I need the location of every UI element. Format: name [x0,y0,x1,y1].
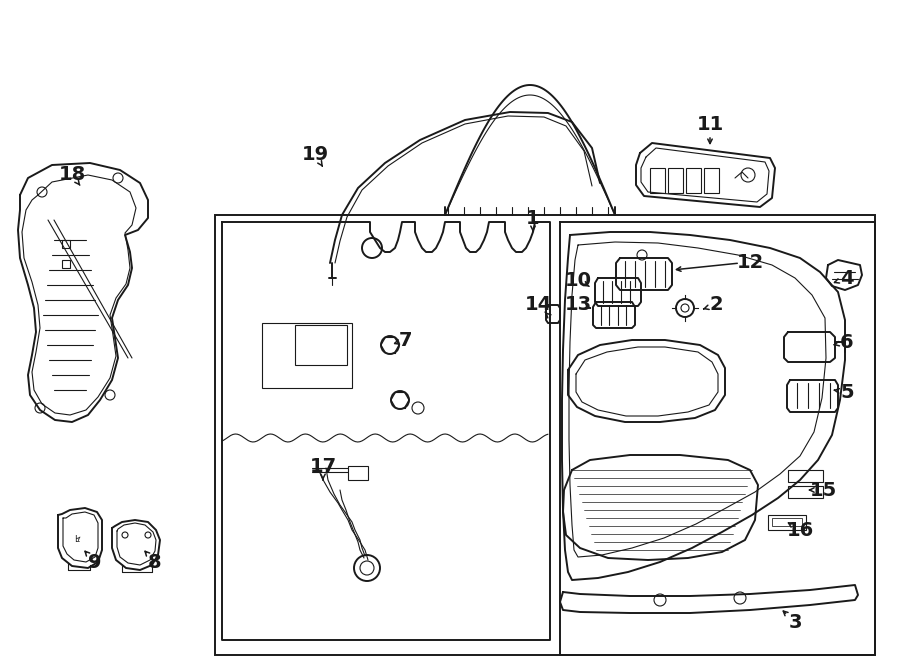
Text: 19: 19 [302,145,328,165]
Text: L: L [74,535,78,545]
Text: 5: 5 [841,383,854,401]
Text: 14: 14 [525,295,552,315]
Bar [704,168,719,193]
Bar [650,168,665,193]
Bar [772,518,802,526]
Text: 10: 10 [564,270,591,290]
Text: 3: 3 [788,613,802,631]
Text: 2: 2 [709,295,723,315]
Text: 13: 13 [564,295,591,315]
Text: 6: 6 [841,332,854,352]
Bar [62,240,70,248]
Bar [262,323,352,388]
Bar [788,486,823,498]
Text: 8: 8 [148,553,162,572]
Bar [348,466,368,480]
Text: 17: 17 [310,457,337,477]
Bar [686,168,701,193]
Text: 16: 16 [787,520,814,539]
Text: 18: 18 [58,165,86,184]
Bar [788,470,823,482]
Bar [768,515,806,530]
Text: 7: 7 [398,330,412,350]
Text: 4: 4 [841,268,854,288]
Text: 15: 15 [809,481,837,500]
Bar [62,260,70,268]
Text: 12: 12 [736,253,763,272]
Bar [668,168,683,193]
Bar [215,215,875,655]
Text: 11: 11 [697,116,724,134]
Bar [295,325,347,365]
Text: 1: 1 [526,208,540,227]
Text: 9: 9 [88,553,102,572]
